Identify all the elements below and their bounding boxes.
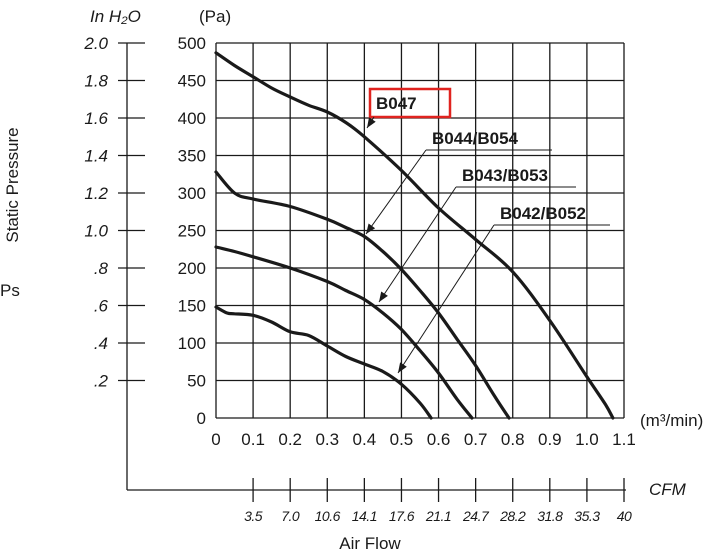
x-secondary-tick-label: 40 [617, 508, 632, 524]
x-tick-label: 0.7 [464, 430, 488, 449]
leader-arrowhead [398, 362, 407, 373]
series-line-b044-b054 [214, 170, 511, 420]
y-tick-label: 250 [178, 222, 206, 241]
y-secondary-tick-label: 1.8 [84, 72, 108, 91]
leader-arrowhead [379, 291, 388, 302]
x-tick-label: 0.3 [315, 430, 339, 449]
y-tick-label: 500 [178, 34, 206, 53]
series-label-group: B042/B052 [397, 204, 610, 374]
axis-layer [118, 42, 626, 502]
x-tick-label: 0.5 [390, 430, 414, 449]
x-secondary-tick-label: 17.6 [389, 508, 415, 524]
series-label: B044/B054 [432, 129, 519, 148]
label-layer: 0 0.1 0.2 0.3 0.4 0.5 0.6 0.7 0.8 0.9 1.0 1.1 0 50 100… [83, 34, 635, 524]
x-tick-label: 0 [211, 430, 220, 449]
x-secondary-tick-label: 28.2 [499, 508, 526, 524]
leader-line [378, 186, 457, 303]
y-tick-label: 100 [178, 334, 206, 353]
series-label-group: B043/B053 [378, 166, 576, 303]
x-secondary-tick-label: 35.3 [574, 508, 600, 524]
y-secondary-tick-label: 1.4 [84, 147, 108, 166]
series-label: B047 [376, 94, 417, 113]
leader-line [365, 149, 427, 235]
series-label: B043/B053 [462, 166, 548, 185]
curve-layer [214, 51, 615, 420]
leader-arrowhead [366, 223, 376, 234]
y-secondary-tick-label: 1.2 [84, 184, 108, 203]
x-tick-label: 1.0 [575, 430, 599, 449]
x-tick-label: 0.8 [501, 430, 525, 449]
y-secondary-tick-label: .6 [94, 297, 109, 316]
leader-arrowhead [367, 117, 376, 128]
y-axis-title: Static Pressure [3, 127, 22, 242]
x-tick-label: 1.1 [612, 430, 636, 449]
series-line-b043-b053 [214, 245, 474, 420]
y-tick-label: 200 [178, 259, 206, 278]
y-axis-symbol: Ps [0, 281, 20, 300]
x-tick-label: 0.6 [427, 430, 451, 449]
x-unit-label: (m³/min) [640, 411, 703, 430]
leader-line [397, 224, 495, 374]
y-unit-label: (Pa) [199, 7, 231, 26]
x-secondary-tick-label: 7.0 [281, 508, 300, 524]
series-label: B042/B052 [500, 204, 586, 223]
y-secondary-unit-label: In H₂O [90, 7, 141, 26]
x-secondary-unit-label: CFM [649, 480, 687, 499]
x-axis-title: Air Flow [339, 534, 401, 553]
series-label-group: B047 [366, 87, 452, 129]
x-secondary-tick-label: 21.1 [425, 508, 451, 524]
x-secondary-tick-label: 3.5 [244, 508, 263, 524]
grid-layer [215, 42, 625, 419]
y-tick-label: 0 [197, 409, 206, 428]
x-tick-label: 0.1 [241, 430, 265, 449]
y-tick-label: 300 [178, 184, 206, 203]
y-tick-label: 50 [187, 372, 206, 391]
y-secondary-tick-label: 1.6 [84, 109, 108, 128]
series-line-b042-b052 [214, 305, 433, 420]
y-secondary-tick-label: 2.0 [83, 34, 108, 53]
y-secondary-tick-label: .4 [94, 334, 108, 353]
y-secondary-tick-label: 1.0 [84, 222, 108, 241]
y-secondary-tick-label: .8 [94, 259, 109, 278]
x-secondary-tick-label: 24.7 [462, 508, 490, 524]
series-line-b047 [214, 51, 615, 420]
x-tick-label: 0.4 [353, 430, 377, 449]
x-secondary-tick-label: 10.6 [315, 508, 341, 524]
y-tick-label: 400 [178, 109, 206, 128]
y-tick-label: 450 [178, 72, 206, 91]
y-tick-label: 350 [178, 147, 206, 166]
x-secondary-tick-label: 14.1 [352, 508, 377, 524]
x-tick-label: 0.2 [278, 430, 302, 449]
x-secondary-tick-label: 31.8 [537, 508, 563, 524]
highlight-box [368, 87, 452, 119]
x-tick-label: 0.9 [538, 430, 562, 449]
y-secondary-tick-label: .2 [94, 372, 109, 391]
y-tick-label: 150 [178, 297, 206, 316]
series-label-group: B044/B054 [365, 129, 552, 235]
